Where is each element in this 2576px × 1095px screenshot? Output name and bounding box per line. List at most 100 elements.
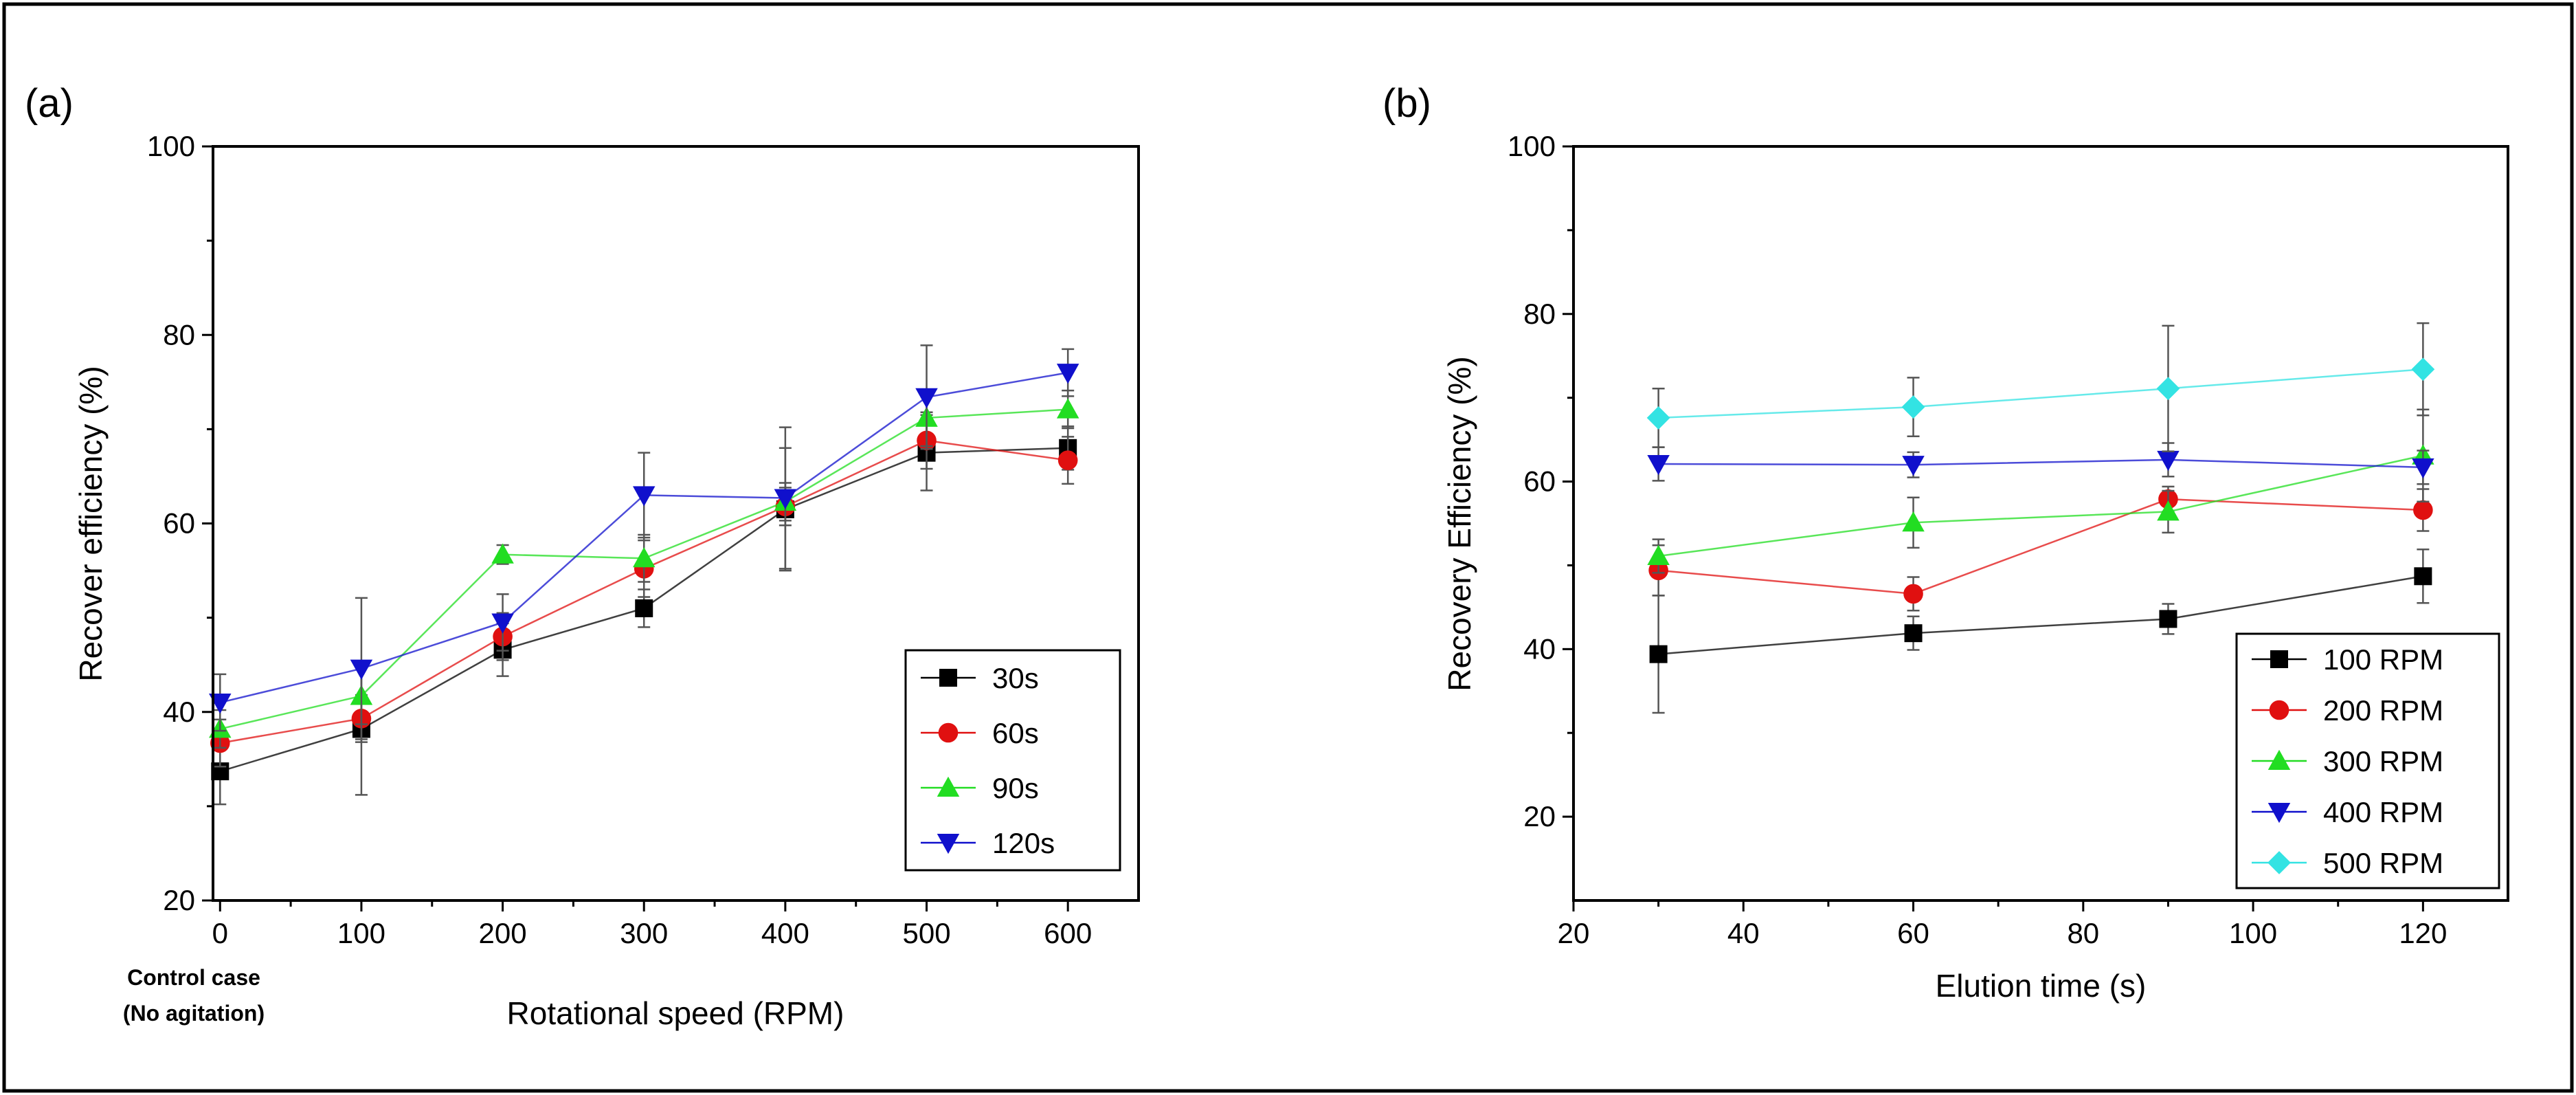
a-y-tick-label: 100: [147, 130, 195, 162]
panel-a-series: [209, 344, 1079, 806]
panel-a-axes-frame: [212, 145, 1140, 902]
b-series-line-200-rpm: [1658, 498, 2423, 595]
panel-a-legend-box: [904, 649, 1121, 872]
b-legend-marker-200-rpm: [2269, 700, 2289, 720]
a-point-120s: [774, 489, 797, 509]
a-legend-label-30s: 30s: [992, 662, 1039, 694]
panel-a-x-axis-title: Rotational speed (RPM): [507, 995, 844, 1031]
panel-a-legend: 30s 60s 90s 120s: [904, 649, 1121, 872]
panel-b-label: (b): [1382, 81, 1431, 126]
b-legend-label-200-rpm: 200 RPM: [2323, 694, 2443, 727]
a-x-tick-label: 200: [479, 917, 527, 949]
a-point-120s: [209, 694, 232, 714]
a-y-tick-label: 60: [163, 507, 195, 540]
a-legend-marker-120s: [937, 834, 960, 854]
b-point-100-rpm: [1904, 624, 1923, 643]
a-legend-marker-90s: [937, 776, 960, 797]
panel-b-y-axis-title: Recovery Efficiency (%): [1442, 356, 1477, 691]
a-x-tick-label: 300: [620, 917, 668, 949]
b-legend-marker-300-rpm: [2267, 749, 2291, 770]
a-y-tick-label: 80: [163, 318, 195, 351]
a-x-tick-label: 600: [1044, 917, 1092, 949]
b-point-100-rpm: [2414, 567, 2432, 586]
b-legend-marker-100-rpm: [2270, 650, 2288, 668]
b-legend-label-400-rpm: 400 RPM: [2323, 796, 2443, 828]
b-point-400-rpm: [1902, 456, 1925, 476]
b-legend-label-300-rpm: 300 RPM: [2323, 745, 2443, 777]
a-point-90s: [632, 546, 656, 568]
panel-a-label: (a): [25, 81, 74, 126]
b-series-line-400-rpm: [1658, 458, 2423, 469]
a-y-tick-label: 20: [163, 884, 195, 916]
panel-b-series: [1646, 322, 2435, 714]
b-point-500-rpm: [1646, 406, 1670, 430]
b-series-line-100-rpm: [1658, 575, 2423, 655]
a-point-120s: [632, 486, 656, 507]
b-legend-label-500-rpm: 500 RPM: [2323, 847, 2443, 879]
b-series-500-rpm: [1646, 322, 2435, 452]
a-point-120s: [915, 388, 938, 409]
a-point-90s: [1056, 398, 1079, 419]
b-legend-marker-500-rpm: [2267, 851, 2291, 874]
a-legend-label-90s: 90s: [992, 772, 1039, 804]
a-legend-marker-30s: [939, 669, 957, 687]
panel-a-ticks: 0 100 200 300 400 500 600 20 40 60 80 100: [147, 130, 1092, 949]
panel-a-y-axis-title: Recover efficiency (%): [73, 366, 109, 681]
a-series-120s: [209, 344, 1079, 740]
b-y-tick-label: 40: [1523, 632, 1556, 665]
panel-a-no-agitation-note: (No agitation): [123, 1001, 265, 1026]
b-point-100-rpm: [2159, 610, 2177, 628]
b-y-tick-label: 20: [1523, 800, 1556, 832]
b-y-tick-label: 60: [1523, 465, 1556, 498]
panel-b-x-axis-title: Elution time (s): [1936, 968, 2147, 1004]
b-point-400-rpm: [2412, 458, 2434, 479]
a-point-60s: [1057, 450, 1078, 470]
panel-b-axes-frame: [1572, 145, 2509, 902]
b-point-400-rpm: [2157, 450, 2180, 472]
b-point-300-rpm: [2157, 500, 2180, 521]
b-x-tick-label: 40: [1727, 917, 1760, 949]
a-legend-label-60s: 60s: [992, 717, 1039, 749]
a-point-120s: [350, 659, 373, 680]
a-x-tick-label: 400: [761, 917, 809, 949]
b-series-400-rpm: [1647, 442, 2434, 485]
panel-b: (b) 20 40 60 80 100 120 20 40 60 80 100 Elution ti…: [1382, 81, 2509, 1004]
a-point-120s: [1056, 364, 1079, 384]
a-point-30s: [635, 599, 653, 617]
b-point-500-rpm: [1901, 395, 1925, 419]
a-point-90s: [491, 543, 514, 564]
b-point-500-rpm: [2411, 357, 2435, 381]
b-point-300-rpm: [1647, 544, 1670, 566]
a-x-tick-label: 0: [212, 917, 228, 949]
a-y-tick-label: 40: [163, 696, 195, 728]
a-x-tick-label: 100: [337, 917, 385, 949]
a-x-tick-label: 500: [902, 917, 950, 949]
b-legend-label-100-rpm: 100 RPM: [2323, 643, 2443, 676]
b-series-100-rpm: [1649, 549, 2432, 714]
b-x-tick-label: 120: [2399, 917, 2447, 949]
panel-b-ticks: 20 40 60 80 100 120 20 40 60 80 100: [1508, 130, 2447, 949]
b-series-line-500-rpm: [1658, 368, 2423, 419]
b-point-500-rpm: [2156, 377, 2180, 401]
b-point-200-rpm: [2413, 500, 2433, 520]
panel-a-control-case-note: Control case: [127, 965, 260, 990]
panel-b-legend: 100 RPM 200 RPM 300 RPM 400 RPM 500 RPM: [2235, 632, 2500, 889]
a-legend-label-120s: 120s: [992, 827, 1055, 859]
panel-a: (a) 0 100 200 300 400 500 600 20 40 60 80 100 Rotat…: [25, 81, 1140, 1031]
b-x-tick-label: 100: [2229, 917, 2277, 949]
b-y-tick-label: 80: [1523, 298, 1556, 330]
b-x-tick-label: 20: [1558, 917, 1590, 949]
a-point-120s: [491, 613, 514, 634]
b-x-tick-label: 60: [1897, 917, 1929, 949]
b-point-400-rpm: [1647, 454, 1670, 476]
b-point-300-rpm: [1902, 511, 1925, 532]
b-x-tick-label: 80: [2067, 917, 2099, 949]
b-point-200-rpm: [1903, 584, 1923, 604]
b-legend-marker-400-rpm: [2267, 803, 2291, 823]
a-legend-marker-60s: [938, 722, 959, 743]
b-y-tick-label: 100: [1508, 130, 1556, 162]
b-series-line-300-rpm: [1658, 454, 2423, 557]
b-point-100-rpm: [1649, 645, 1668, 663]
